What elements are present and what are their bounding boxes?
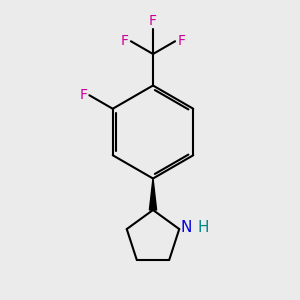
Polygon shape <box>149 178 157 210</box>
Text: N: N <box>181 220 192 235</box>
Text: F: F <box>149 14 157 28</box>
Text: F: F <box>178 34 185 48</box>
Text: F: F <box>121 34 128 48</box>
Text: H: H <box>197 220 209 235</box>
Text: F: F <box>79 88 87 102</box>
